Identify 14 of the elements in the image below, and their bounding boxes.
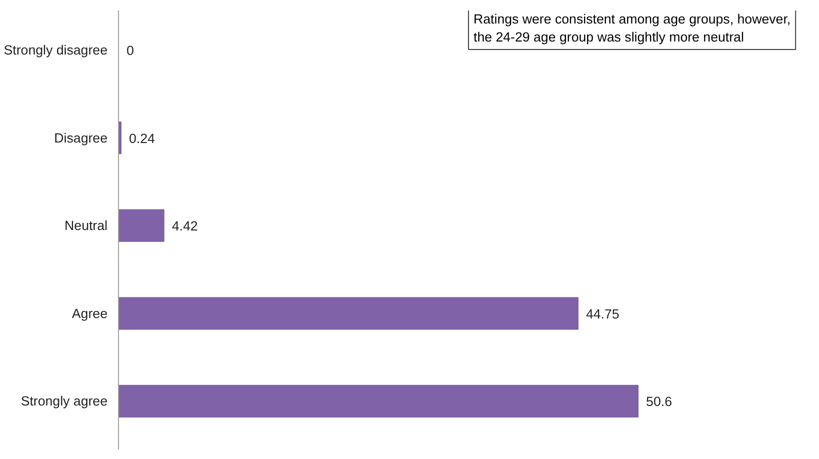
bar bbox=[118, 297, 578, 330]
bar bbox=[118, 209, 164, 242]
y-tick-label: Neutral bbox=[64, 218, 108, 234]
y-tick-label: Strongly agree bbox=[20, 394, 108, 409]
data-label: 0.24 bbox=[128, 130, 156, 146]
y-tick-label: Strongly disagree bbox=[4, 42, 108, 58]
y-tick-label: Disagree bbox=[54, 130, 108, 146]
data-label: 0 bbox=[126, 43, 134, 58]
bar bbox=[118, 384, 639, 418]
y-tick-label: Agree bbox=[72, 306, 108, 321]
annotation: Ratings were consistent among age groups, however, the 24-29 age group was slightly more neutral bbox=[474, 12, 791, 44]
data-label: 50.6 bbox=[646, 394, 672, 410]
data-label: 4.42 bbox=[172, 218, 198, 234]
data-label: 44.75 bbox=[586, 306, 620, 322]
